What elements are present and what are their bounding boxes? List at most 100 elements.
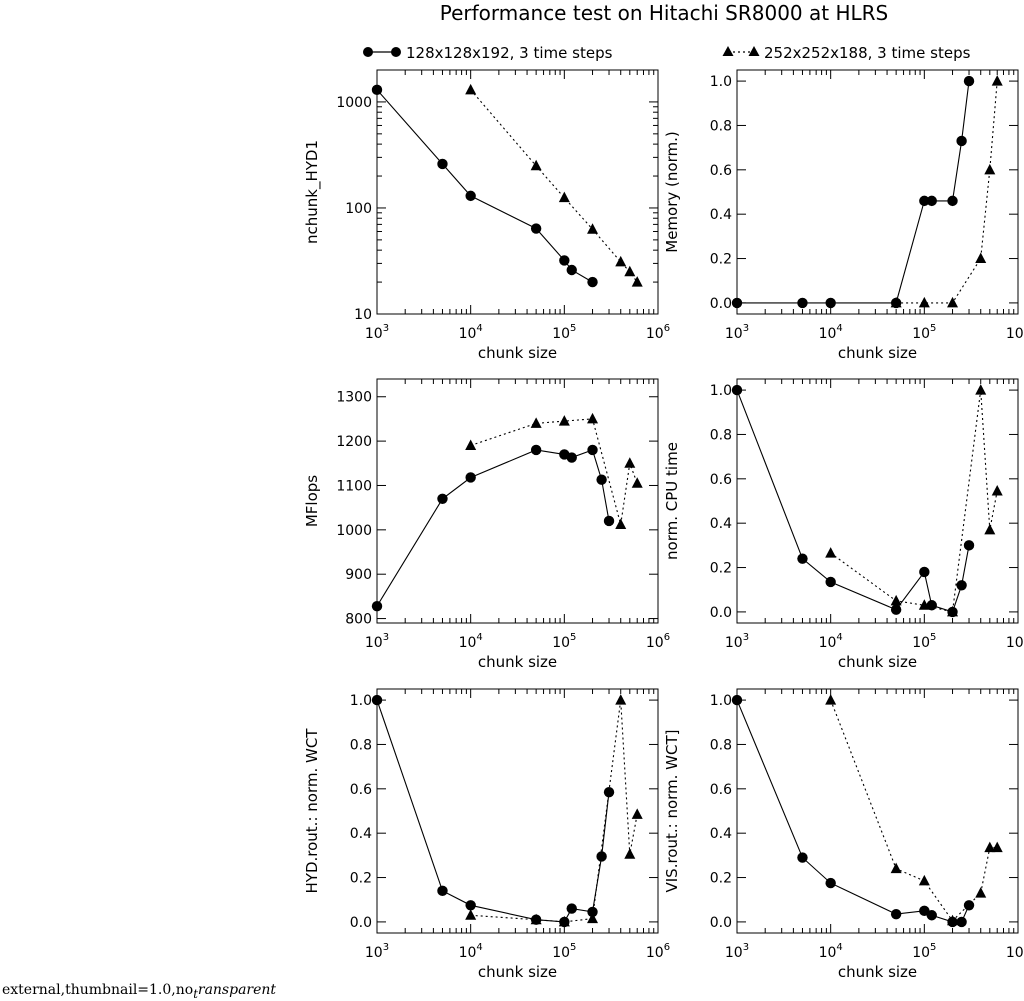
x-tick-label-exponent: 3 (383, 323, 389, 334)
series-a-point (890, 604, 902, 615)
series-b-point (984, 841, 996, 853)
series-b-line (470, 418, 638, 525)
x-tick-label: 103 (365, 323, 389, 342)
y-axis-label: VIS.rout.: norm. WCT] (663, 729, 681, 892)
x-tick-label: 105 (552, 323, 576, 342)
y-tick-label: 1200 (336, 434, 372, 450)
series-a-point (596, 851, 607, 862)
y-tick-label: 100 (345, 201, 372, 217)
x-tick-label-exponent: 5 (930, 323, 936, 334)
y-tick-label: 900 (345, 567, 372, 583)
y-tick-label: 0.8 (710, 427, 732, 443)
series-b-point (631, 477, 643, 488)
series-b-point (975, 252, 987, 264)
legend: 128x128x192, 3 time steps 252x252x188, 3… (363, 44, 971, 62)
series-a-point (587, 906, 598, 918)
series-a-point (559, 255, 570, 266)
series-a-point (947, 195, 958, 207)
x-tick-label-exponent: 6 (664, 632, 670, 643)
series-a-point (437, 885, 448, 897)
series-b-point (918, 296, 930, 308)
x-tick-label: 106 (1006, 632, 1024, 651)
plot-frame (736, 378, 1019, 624)
series-a-point (465, 472, 476, 483)
x-tick-label: 104 (459, 942, 483, 961)
x-axis-label: chunk size (838, 963, 917, 981)
x-tick-label-exponent: 6 (664, 942, 670, 953)
x-tick-label: 105 (912, 632, 936, 651)
y-tick-label: 0.2 (710, 252, 732, 268)
series-a-point (530, 444, 542, 456)
caption-suffix: ransparent (197, 982, 277, 998)
plot-frame (376, 688, 659, 934)
series-a-point (825, 576, 836, 588)
x-tick-label-exponent: 3 (743, 632, 749, 643)
series-a-point (956, 580, 967, 591)
series-b-point (558, 191, 570, 203)
series-b-point (615, 694, 627, 705)
x-tick-label: 103 (725, 323, 749, 342)
y-tick-label: 0.8 (710, 737, 732, 753)
y-tick-label: 1.0 (710, 74, 732, 90)
series-a-point (926, 195, 937, 207)
series-a-point (566, 452, 577, 463)
series-b-point (530, 417, 542, 428)
series-a-line (376, 89, 593, 283)
y-tick-label: 10 (354, 307, 372, 323)
series-a-point (603, 786, 615, 798)
x-tick-label-exponent: 5 (570, 632, 576, 643)
y-tick-label: 1.0 (710, 383, 732, 399)
plot-frame (736, 69, 1019, 315)
legend-label-series-a: 128x128x192, 3 time steps (406, 44, 613, 62)
x-tick-label-exponent: 5 (570, 942, 576, 953)
x-tick-label: 104 (819, 942, 843, 961)
series-b-point (890, 862, 902, 874)
series-a-point (731, 694, 743, 706)
x-tick-label: 106 (646, 632, 670, 651)
y-tick-label: 1000 (336, 523, 372, 539)
legend-label-series-b: 252x252x188, 3 time steps (764, 44, 971, 62)
legend-marker-series-a (363, 47, 373, 57)
series-a-point (926, 600, 937, 611)
x-tick-label-exponent: 4 (836, 632, 842, 643)
series-b-point (975, 887, 987, 898)
y-tick-label: 0.0 (710, 296, 732, 312)
x-tick-label: 103 (365, 632, 389, 651)
y-tick-label: 1.0 (350, 693, 372, 709)
series-a-point (956, 135, 967, 147)
x-tick-label: 105 (552, 942, 576, 961)
series-a-point (919, 195, 930, 207)
y-tick-label: 0.6 (710, 163, 732, 179)
series-a-point (465, 190, 476, 202)
series-b-point (530, 159, 542, 171)
x-tick-label-exponent: 4 (836, 323, 842, 334)
series-b-line (470, 89, 638, 283)
y-tick-label: 1100 (336, 478, 372, 494)
plot-frame (736, 688, 1019, 934)
series-a-point (566, 903, 577, 914)
y-tick-label: 0.4 (350, 826, 372, 842)
series-a-point (530, 223, 542, 234)
x-tick-label-exponent: 3 (743, 942, 749, 953)
series-a-point (825, 297, 836, 309)
series-a-point (825, 877, 836, 889)
series-b-point (615, 255, 627, 267)
chart-panel-6: 103 104 105 106 0.0 0.2 0.4 0.6 0.8 1.0 chunk size… (663, 688, 1024, 981)
legend-marker-series-b (722, 46, 734, 56)
series-a-point (963, 75, 975, 87)
caption-subscript-group: transparent (193, 982, 277, 1001)
legend-entry-series-a: 128x128x192, 3 time steps (363, 44, 613, 62)
series-a-point (566, 264, 577, 276)
series-b-line (896, 81, 998, 304)
caption-prefix: external,thumbnail=1.0,no (2, 982, 194, 998)
series-a-point (731, 297, 743, 309)
y-axis-label: norm. CPU time (663, 442, 681, 560)
series-b-line (830, 699, 998, 922)
y-tick-label: 0.8 (350, 737, 372, 753)
series-a-point (797, 852, 808, 863)
x-axis-label: chunk size (478, 344, 557, 362)
series-b-point (465, 439, 477, 451)
series-b-point (984, 523, 996, 535)
x-tick-label-exponent: 4 (476, 942, 482, 953)
